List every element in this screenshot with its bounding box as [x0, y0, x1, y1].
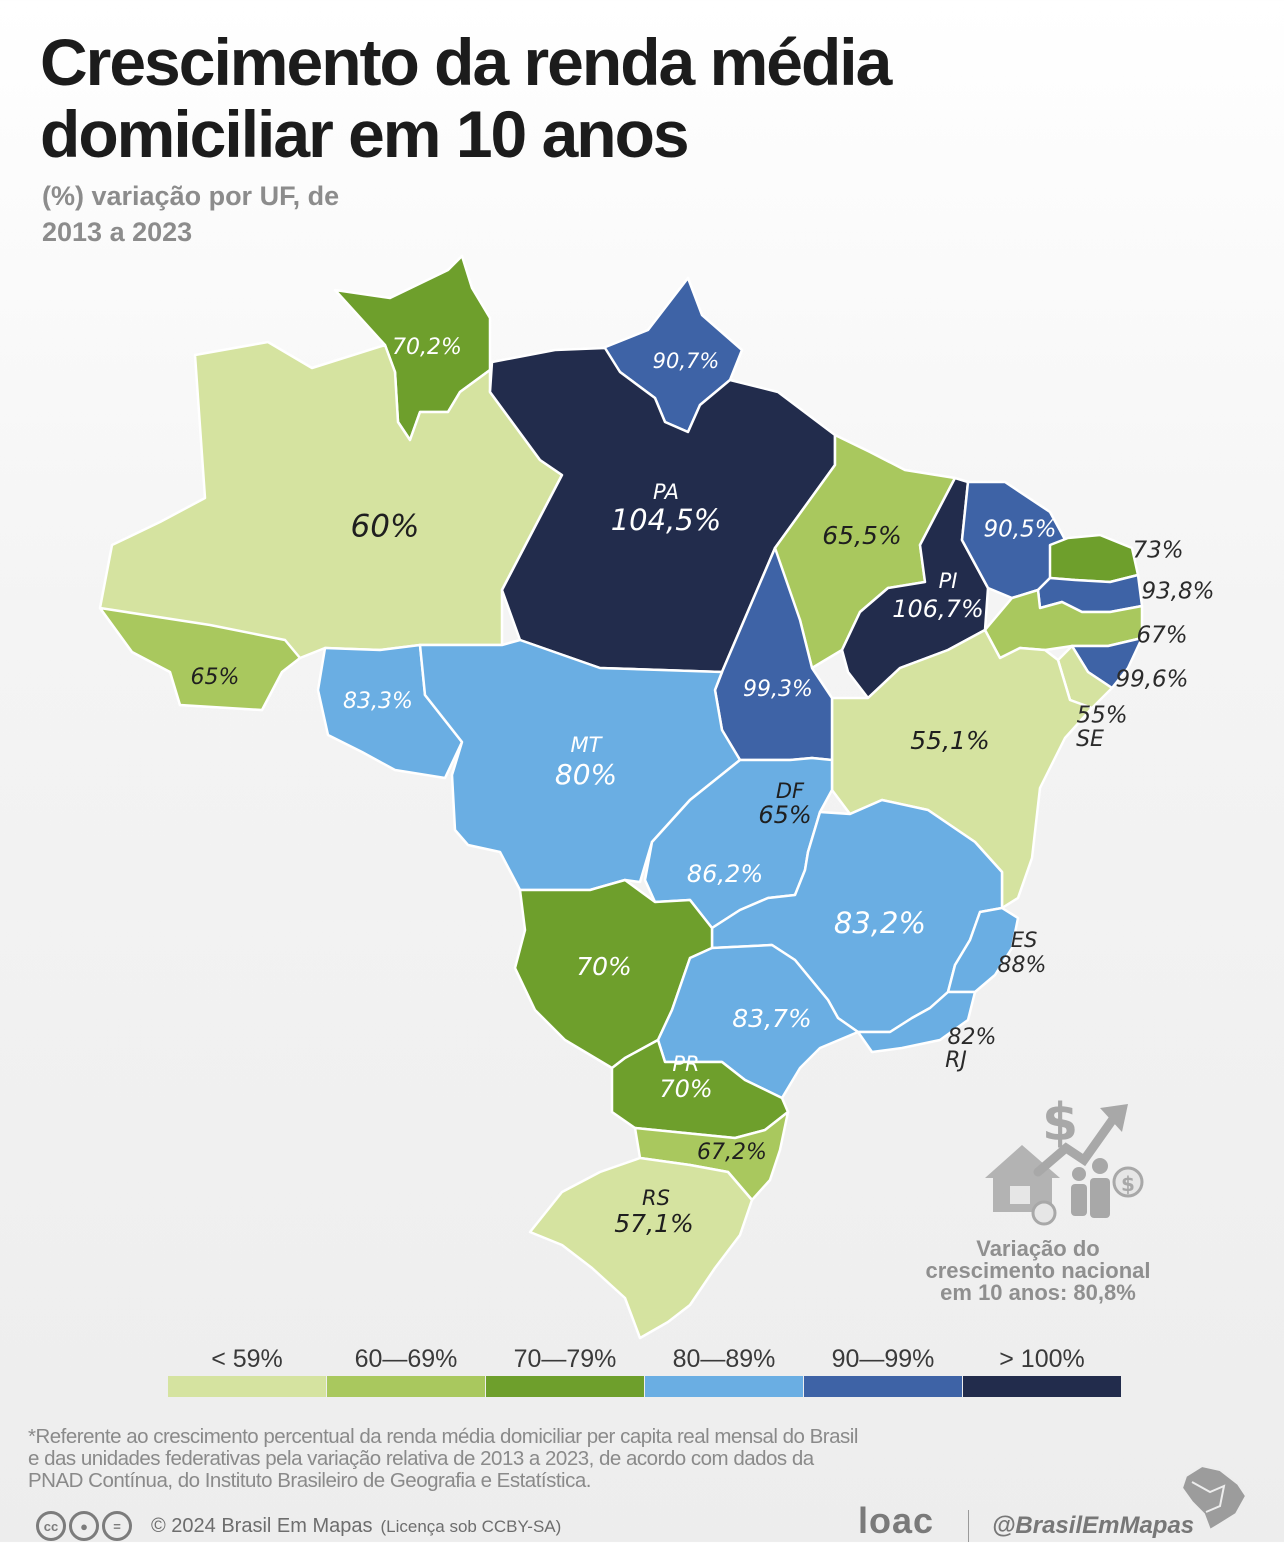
state-abbr-label: PR	[672, 1052, 699, 1076]
cc-icon: cc	[36, 1511, 66, 1541]
legend-label: < 59%	[211, 1345, 283, 1373]
legend-item: < 59%	[168, 1342, 326, 1397]
state-abbr-label: MT	[571, 733, 604, 757]
state-value-label: 60%	[351, 509, 420, 545]
footnote-line-1: *Referente ao crescimento percentual da …	[28, 1425, 858, 1448]
legend-item: 70—79%	[486, 1342, 644, 1397]
state-value-label: 83,2%	[834, 906, 926, 940]
state-abbr-label: PA	[653, 480, 679, 504]
state-abbr-label: RS	[642, 1186, 670, 1210]
legend-swatch	[168, 1376, 326, 1397]
state-value-label: 90,7%	[653, 349, 720, 373]
state-value-label: 67%	[1136, 623, 1187, 649]
state-value-label: 55%	[1076, 703, 1127, 729]
state-value-label: 80%	[555, 758, 617, 791]
subtitle: (%) variação por UF, de 2013 a 2023	[42, 178, 339, 250]
state-abbr-label: DF	[776, 779, 805, 803]
state-abbr-label: ES	[1011, 928, 1038, 952]
state-value-label: 70%	[659, 1075, 712, 1103]
legend-item: 80—89%	[645, 1342, 803, 1397]
state-value-label: 104,5%	[611, 503, 722, 537]
state-value-label: 99,6%	[1115, 667, 1188, 693]
copyright-text: © 2024 Brasil Em Mapas	[151, 1514, 373, 1537]
legend-item: 60—69%	[327, 1342, 485, 1397]
footer-license: cc ● = © 2024 Brasil Em Mapas (Licença so…	[36, 1508, 561, 1544]
brazil-mini-map-icon	[1180, 1464, 1248, 1532]
state-mt	[418, 638, 742, 892]
social-handle: @BrasilEmMapas	[992, 1512, 1195, 1539]
legend-swatch	[963, 1376, 1121, 1397]
house-money-growth-icon: $ $	[985, 1093, 1144, 1226]
footer-divider	[968, 1510, 969, 1542]
state-value-label: 86,2%	[687, 860, 763, 888]
state-value-label: 82%	[948, 1025, 997, 1050]
legend-label: 70—79%	[513, 1345, 617, 1373]
state-abbr-label: RJ	[945, 1048, 967, 1073]
national-line-1: Variação do	[976, 1236, 1100, 1261]
state-value-label: 83,3%	[343, 689, 413, 714]
state-es	[946, 906, 1020, 994]
subtitle-line-2: 2013 a 2023	[42, 217, 193, 247]
state-value-label: 73%	[1132, 538, 1183, 564]
nd-icon: =	[102, 1511, 132, 1541]
state-value-label: 83,7%	[732, 1004, 811, 1033]
national-line-3: em 10 anos: 80,8%	[940, 1280, 1136, 1305]
legend-swatch	[645, 1376, 803, 1397]
state-ro	[316, 643, 464, 780]
state-value-label: 90,5%	[983, 517, 1056, 543]
legend-item: 90—99%	[804, 1342, 962, 1397]
copyright: © 2024 Brasil Em Mapas (Licença sob CCBY-…	[151, 1515, 561, 1538]
loac-logo: loac	[858, 1500, 935, 1541]
state-rs	[528, 1156, 754, 1340]
national-line-2: crescimento nacional	[925, 1258, 1151, 1283]
legend: < 59% 60—69% 70—79% 80—89% 90—99% > 100%	[168, 1342, 1121, 1398]
title-line-1: Crescimento da renda média	[40, 25, 892, 99]
legend-label: 80—89%	[672, 1345, 776, 1373]
state-value-label: 106,7%	[892, 595, 984, 623]
state-value-label: 70%	[576, 952, 632, 981]
subtitle-line-1: (%) variação por UF, de	[42, 181, 340, 211]
state-value-label: 99,3%	[743, 677, 813, 702]
title-line-2: domiciliar em 10 anos	[40, 97, 690, 171]
state-sp	[656, 943, 860, 1100]
by-icon: ●	[69, 1511, 99, 1541]
legend-label: 60—69%	[354, 1345, 458, 1373]
state-value-label: 57,1%	[614, 1209, 693, 1238]
state-value-label: 65,5%	[822, 521, 901, 550]
legend-label: 90—99%	[831, 1345, 935, 1373]
state-value-label: 55,1%	[910, 726, 989, 755]
page-title: Crescimento da renda média domiciliar em…	[40, 25, 892, 171]
legend-item: > 100%	[963, 1342, 1121, 1397]
state-rj	[856, 990, 977, 1054]
states-layer	[98, 254, 1144, 1340]
legend-swatch	[486, 1376, 644, 1397]
svg-text:$: $	[1121, 1172, 1135, 1196]
national-growth-note: Variação do crescimento nacional em 10 a…	[905, 1238, 1171, 1304]
footnote-line-3: PNAD Contínua, do Instituto Brasileiro d…	[28, 1469, 591, 1492]
state-abbr-label: SE	[1076, 727, 1104, 752]
footnote-line-2: e das unidades federativas pela variação…	[28, 1447, 814, 1470]
legend-swatch	[327, 1376, 485, 1397]
state-value-label: 70,2%	[392, 335, 462, 360]
footnote: *Referente ao crescimento percentual da …	[28, 1426, 988, 1492]
state-value-label: 65%	[758, 801, 811, 829]
state-value-label: 65%	[191, 665, 240, 690]
state-ac	[98, 606, 302, 712]
state-abbr-label: PI	[939, 569, 958, 593]
state-rn	[1048, 533, 1140, 584]
state-value-label: 88%	[998, 953, 1047, 978]
license-text: (Licença sob CCBY-SA)	[380, 1516, 562, 1536]
svg-text:$: $	[1042, 1093, 1078, 1153]
legend-swatch	[804, 1376, 962, 1397]
state-value-label: 93,8%	[1141, 579, 1214, 605]
legend-label: > 100%	[999, 1345, 1085, 1373]
state-value-label: 67,2%	[697, 1140, 767, 1165]
